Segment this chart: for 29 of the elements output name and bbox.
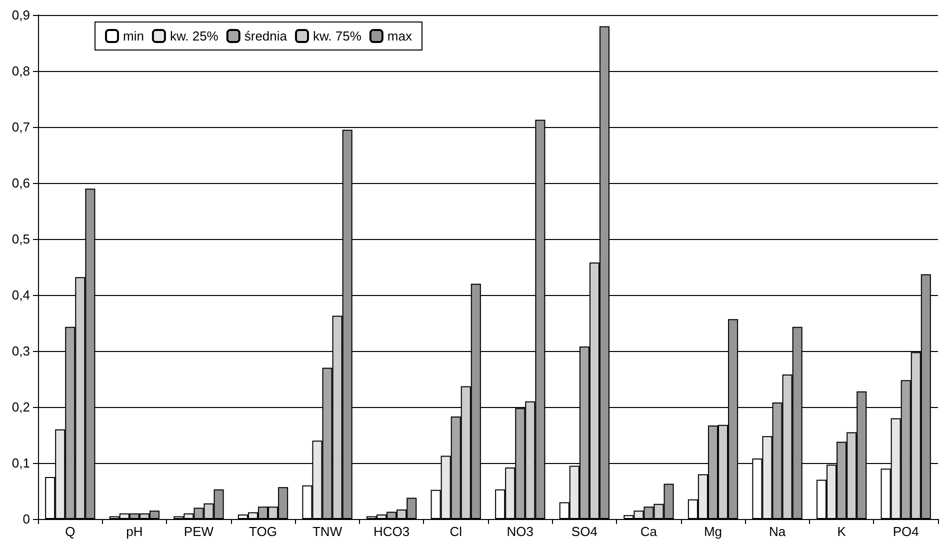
x-tick-label: K bbox=[837, 524, 846, 539]
x-tick-label: HCO3 bbox=[374, 524, 410, 539]
x-tick-label: pH bbox=[126, 524, 143, 539]
x-tick-label: TOG bbox=[249, 524, 277, 539]
y-tick-label: 0,5 bbox=[12, 232, 30, 246]
x-tick-label: TNW bbox=[312, 524, 343, 539]
x-tick-label: Mg bbox=[704, 524, 722, 539]
y-tick-label: 0,8 bbox=[12, 64, 30, 78]
legend-label: max bbox=[387, 28, 412, 44]
x-tick-label: Ca bbox=[640, 524, 658, 539]
y-tick-label: 0,3 bbox=[12, 344, 30, 358]
x-tick-label: Cl bbox=[450, 524, 462, 539]
x-tick-label: SO4 bbox=[571, 524, 598, 539]
y-tick-label: 0,4 bbox=[12, 288, 30, 302]
x-tick-label: Q bbox=[65, 524, 76, 539]
legend-label: kw. 25% bbox=[170, 28, 219, 44]
y-tick-label: 0,9 bbox=[12, 8, 30, 22]
y-tick-label: 0,2 bbox=[12, 400, 30, 414]
legend-label: min bbox=[123, 28, 144, 44]
legend-label: średnia bbox=[244, 28, 288, 44]
y-tick-label: 0 bbox=[22, 512, 30, 526]
x-tick-label: PEW bbox=[184, 524, 214, 539]
y-tick-label: 0,7 bbox=[12, 120, 30, 134]
y-tick-label: 0,6 bbox=[12, 176, 30, 190]
x-tick-label: PO4 bbox=[892, 524, 919, 539]
y-tick-label: 0,1 bbox=[12, 456, 30, 470]
legend-label: kw. 75% bbox=[313, 28, 362, 44]
x-tick-label: NO3 bbox=[506, 524, 534, 539]
x-tick-label: Na bbox=[768, 524, 786, 539]
